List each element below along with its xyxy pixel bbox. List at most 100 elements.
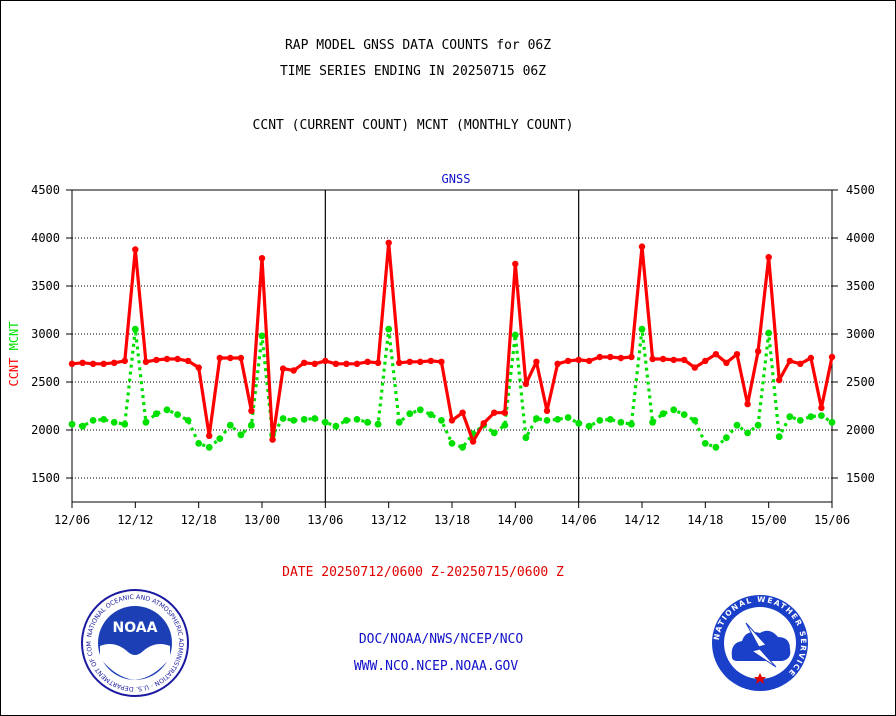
data-point-ccnt: [195, 364, 202, 371]
y-tick-label-right: 3500: [846, 279, 875, 293]
y-tick-label-right: 4500: [846, 183, 875, 197]
data-point-ccnt: [617, 354, 625, 362]
chart-subtitle: CCNT (CURRENT COUNT) MCNT (MONTHLY COUNT…: [252, 118, 574, 133]
data-point-mcnt: [606, 416, 614, 423]
data-point-mcnt: [786, 413, 794, 420]
data-point-ccnt: [543, 407, 551, 414]
date-range-label: DATE 20250712/0600 Z-20250715/0600 Z: [282, 565, 564, 580]
data-point-ccnt: [121, 357, 128, 365]
y-axis-label-ccnt: CCNT: [7, 350, 21, 386]
data-point-mcnt: [237, 431, 245, 439]
data-point-mcnt: [374, 420, 382, 428]
data-point-mcnt: [311, 415, 319, 422]
data-point-mcnt: [680, 411, 688, 418]
data-point-mcnt: [828, 418, 836, 426]
data-point-ccnt: [79, 359, 86, 366]
x-tick-label: 12/06: [54, 513, 90, 527]
x-tick-label: 13/06: [307, 513, 343, 527]
y-tick-label-left: 3500: [31, 279, 60, 293]
data-point-ccnt: [807, 354, 815, 362]
data-point-mcnt: [617, 418, 625, 426]
y-tick-label-left: 4500: [31, 183, 60, 197]
data-point-mcnt: [511, 331, 519, 339]
data-point-ccnt: [438, 358, 445, 365]
data-point-ccnt: [797, 360, 804, 367]
noaa-center-text: NOAA: [113, 620, 158, 636]
data-point-ccnt: [469, 438, 477, 445]
data-point-ccnt: [712, 351, 720, 358]
x-tick-label: 14/00: [497, 513, 533, 527]
data-point-mcnt: [670, 406, 678, 414]
data-point-ccnt: [142, 358, 150, 365]
data-point-mcnt: [427, 411, 435, 418]
data-point-ccnt: [290, 367, 297, 374]
data-point-mcnt: [110, 418, 118, 426]
data-point-ccnt: [279, 365, 287, 372]
data-point-mcnt: [153, 410, 160, 418]
nws-logo: NATIONAL WEATHER SERVICE: [712, 595, 808, 691]
data-point-mcnt: [638, 325, 646, 333]
data-point-ccnt: [184, 357, 192, 365]
data-point-ccnt: [596, 353, 603, 361]
data-point-ccnt: [670, 356, 677, 364]
data-point-mcnt: [459, 443, 466, 451]
data-point-mcnt: [343, 417, 350, 424]
url-label: WWW.NCO.NCEP.NOAA.GOV: [353, 659, 519, 674]
data-point-mcnt: [438, 417, 445, 424]
org-label: DOC/NOAA/NWS/NCEP/NCO: [358, 632, 524, 647]
x-tick-label: 14/18: [687, 513, 723, 527]
data-point-mcnt: [79, 422, 86, 430]
data-point-ccnt: [744, 400, 751, 408]
data-point-ccnt: [649, 355, 656, 363]
data-point-ccnt: [216, 354, 223, 362]
data-point-mcnt: [765, 329, 773, 337]
data-point-ccnt: [733, 351, 741, 358]
data-point-ccnt: [786, 357, 793, 365]
data-point-ccnt: [301, 359, 308, 366]
data-point-ccnt: [638, 243, 646, 250]
data-point-ccnt: [68, 360, 76, 367]
data-point-ccnt: [754, 348, 762, 355]
data-point-mcnt: [385, 325, 393, 333]
data-point-mcnt: [554, 416, 561, 423]
data-point-ccnt: [364, 358, 371, 365]
data-point-mcnt: [205, 443, 213, 451]
data-point-ccnt: [427, 357, 435, 365]
data-point-ccnt: [533, 358, 540, 365]
data-point-ccnt: [406, 358, 413, 365]
data-point-mcnt: [585, 422, 593, 430]
data-point-mcnt: [121, 420, 129, 428]
data-point-mcnt: [575, 419, 583, 427]
data-point-ccnt: [396, 359, 403, 366]
data-point-ccnt: [163, 355, 171, 363]
chart-title-line1: RAP MODEL GNSS DATA COUNTS for 06Z: [284, 38, 552, 53]
data-point-ccnt: [311, 360, 318, 367]
x-tick-label: 15/00: [751, 513, 787, 527]
data-point-mcnt: [701, 440, 709, 447]
data-point-mcnt: [184, 417, 192, 424]
data-point-ccnt: [100, 360, 107, 367]
data-point-ccnt: [269, 436, 276, 443]
data-point-ccnt: [765, 254, 772, 261]
data-point-mcnt: [89, 417, 97, 424]
y-tick-label-left: 1500: [31, 471, 60, 485]
data-point-mcnt: [406, 410, 414, 418]
x-tick-label: 13/18: [434, 513, 470, 527]
y-tick-label-left: 2000: [31, 423, 60, 437]
noaa-logo: NATIONAL OCEANIC AND ATMOSPHERIC ADMINIS…: [80, 588, 189, 697]
data-point-mcnt: [131, 325, 139, 333]
data-point-ccnt: [448, 417, 456, 424]
data-point-ccnt: [522, 380, 530, 388]
y-tick-label-right: 2000: [846, 423, 875, 437]
data-point-ccnt: [691, 364, 698, 371]
data-point-ccnt: [459, 409, 466, 416]
data-point-ccnt: [776, 376, 783, 384]
data-point-ccnt: [237, 354, 245, 362]
data-point-ccnt: [353, 360, 361, 367]
data-point-ccnt: [417, 358, 424, 365]
data-point-ccnt: [111, 359, 118, 366]
data-point-mcnt: [300, 416, 308, 423]
data-point-ccnt: [702, 357, 709, 365]
data-point-mcnt: [332, 422, 340, 430]
data-point-mcnt: [533, 415, 540, 422]
